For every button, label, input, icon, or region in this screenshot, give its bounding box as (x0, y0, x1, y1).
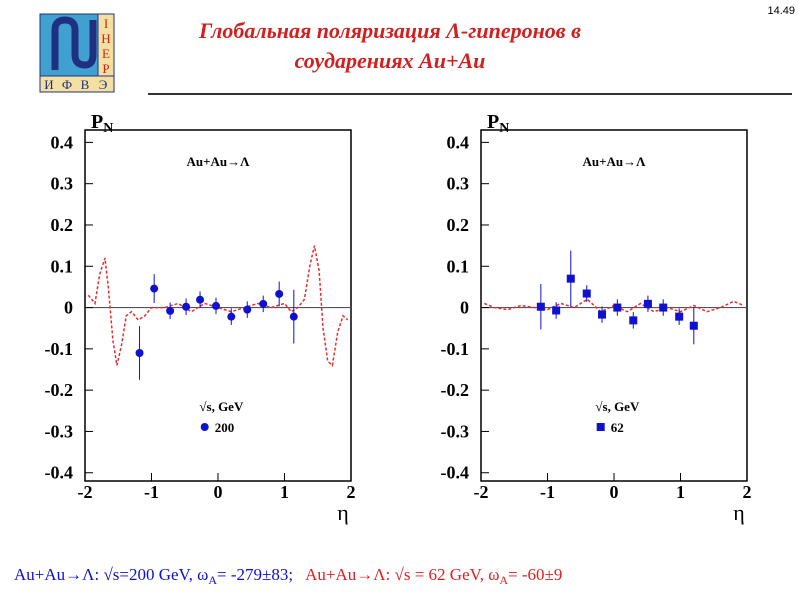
y-axis-label-main: P (91, 111, 103, 133)
legend-title: √s, GeV (595, 399, 640, 414)
y-tick-label: 0.1 (447, 256, 470, 276)
y-axis-label-sub: N (499, 121, 509, 136)
marker (552, 306, 561, 315)
x-tick-label: 0 (214, 482, 223, 502)
x-axis-label: η (733, 500, 745, 525)
marker (582, 289, 591, 298)
y-tick-label: -0.2 (45, 380, 74, 400)
marker (212, 301, 221, 310)
annotation: Au+Au→Λ (583, 154, 647, 169)
x-tick-label: 0 (610, 482, 619, 502)
marker (689, 321, 698, 330)
marker (289, 312, 298, 321)
x-tick-label: -2 (474, 482, 489, 502)
logo-bottom (39, 75, 115, 93)
y-tick-label: 0.1 (51, 256, 74, 276)
y-tick-label: 0.3 (447, 174, 470, 194)
y-tick-label: -0.4 (441, 463, 470, 483)
x-tick-label: 1 (280, 482, 289, 502)
y-tick-label: -0.2 (441, 380, 470, 400)
caption-tail: = -60±9 (508, 565, 562, 584)
title-line: соударениях Au+Au (295, 48, 486, 73)
marker (135, 348, 144, 357)
x-axis-label: η (337, 500, 349, 525)
caption-text: Au+Au→Λ: √s=200 GeV, ω (14, 565, 208, 584)
legend-title: √s, GeV (199, 399, 244, 414)
marker (275, 289, 284, 298)
y-tick-label: 0.4 (51, 132, 74, 152)
y-tick-label: -0.4 (45, 463, 74, 483)
y-tick-label: -0.3 (441, 421, 470, 441)
logo-letter: И (44, 77, 53, 92)
logo-letter: Р (102, 61, 109, 76)
y-axis-label: PN (487, 111, 509, 136)
marker (196, 295, 205, 304)
marker (675, 312, 684, 321)
y-axis-label-main: P (487, 111, 499, 133)
marker (243, 305, 252, 314)
caption-sub: A (499, 573, 508, 587)
logo-letter: Ф (62, 77, 72, 92)
marker (659, 303, 668, 312)
marker (227, 312, 236, 321)
y-tick-label: 0.2 (447, 215, 470, 235)
marker (598, 310, 607, 319)
caption: Au+Au→Λ: √s=200 GeV, ωA= -279±83; Au+Au→Λ… (14, 565, 562, 587)
x-tick-label: 2 (743, 482, 752, 502)
logo-letter: В (81, 77, 90, 92)
y-tick-label: 0.2 (51, 215, 74, 235)
marker (629, 316, 638, 325)
x-tick-label: 1 (676, 482, 685, 502)
caption-sub: A (208, 573, 217, 587)
legend-marker (200, 423, 209, 431)
y-tick-label: 0.3 (51, 174, 74, 194)
marker (566, 274, 575, 283)
marker (166, 306, 175, 315)
logo-letter: Е (102, 46, 110, 61)
y-tick-label: 0 (64, 298, 73, 318)
logo-letter: Н (101, 31, 110, 46)
y-tick-label: 0 (460, 298, 469, 318)
page-number: 14.49 (767, 5, 795, 17)
caption-tail: = -279±83; (217, 565, 293, 584)
marker (613, 303, 622, 312)
legend-label: 200 (215, 420, 235, 435)
marker (182, 302, 191, 311)
theory-curve (87, 245, 349, 367)
y-tick-label: -0.1 (45, 339, 74, 359)
x-tick-label: 2 (347, 482, 356, 502)
marker (259, 299, 268, 308)
marker (536, 302, 545, 311)
y-axis-label: PN (91, 111, 113, 136)
marker (643, 299, 652, 308)
legend-label: 62 (611, 420, 624, 435)
caption-line: Au+Au→Λ: √s=200 GeV, ωA= -279±83; Au+Au→Λ… (14, 565, 562, 587)
y-tick-label: -0.1 (441, 339, 470, 359)
x-tick-label: -1 (540, 482, 555, 502)
logo-mark (51, 16, 97, 70)
logo-letter: Э (99, 77, 108, 92)
marker (150, 284, 159, 293)
y-tick-label: -0.3 (45, 421, 74, 441)
y-axis-label-sub: N (103, 121, 113, 136)
legend-marker (596, 423, 605, 431)
x-tick-label: -1 (144, 482, 159, 502)
logo-letter: I (104, 16, 108, 31)
y-tick-label: 0.4 (447, 132, 470, 152)
charts: 0.40.30.20.10-0.1-0.2-0.3-0.4-2 -1 0 1 2PNηA… (45, 111, 752, 525)
x-tick-label: -2 (78, 482, 93, 502)
title-line: Глобальная поляризация Λ-гиперонов в (198, 18, 581, 43)
caption-text: Au+Au→Λ: √s = 62 GeV, ω (305, 565, 499, 584)
annotation: Au+Au→Λ (187, 154, 251, 169)
